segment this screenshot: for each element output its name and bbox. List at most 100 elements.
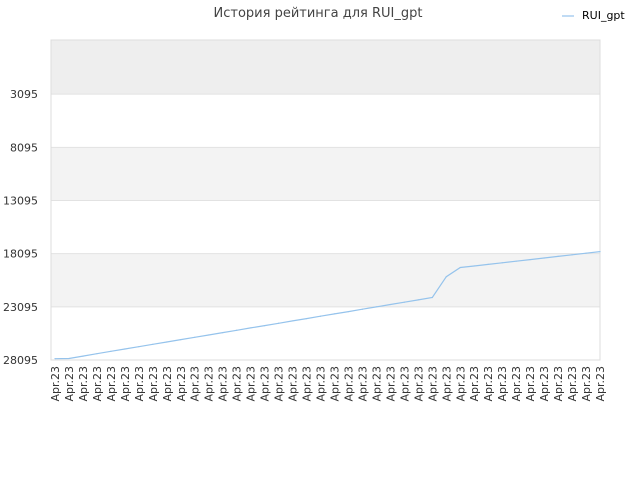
x-tick-label: Apr.23 [594, 366, 607, 402]
data-point [501, 262, 503, 264]
x-tick-label: Apr.23 [356, 366, 369, 402]
data-point [445, 276, 447, 278]
data-point [194, 336, 196, 338]
data-point [361, 308, 364, 310]
data-point [54, 358, 56, 360]
data-point [277, 322, 280, 324]
data-point [585, 252, 587, 254]
data-point [96, 353, 98, 355]
x-tick-label: Apr.23 [384, 366, 397, 402]
data-point [152, 343, 154, 345]
x-tick-label: Apr.23 [482, 366, 495, 402]
data-point [236, 329, 238, 331]
x-tick-label: Apr.23 [175, 366, 188, 402]
data-point [319, 315, 322, 317]
data-point [571, 254, 573, 256]
x-tick-label: Apr.23 [566, 366, 579, 402]
x-tick-label: Apr.23 [496, 366, 509, 402]
data-point [305, 317, 308, 320]
x-tick-label: Apr.23 [63, 366, 76, 402]
x-tick-label: Apr.23 [580, 366, 593, 402]
x-tick-label: Apr.23 [370, 366, 383, 402]
legend-label: RUI_gpt [582, 9, 625, 22]
data-point [431, 296, 433, 299]
data-point [403, 301, 405, 303]
x-tick-label: Apr.23 [342, 366, 355, 402]
data-point [264, 325, 266, 327]
plot-band [51, 147, 600, 201]
x-tick-label: Apr.23 [119, 366, 132, 402]
data-point [110, 350, 112, 352]
data-point [487, 263, 489, 265]
y-tick-label: 8095 [10, 141, 38, 154]
data-point [417, 299, 419, 301]
plot-background [51, 40, 600, 360]
data-point [473, 265, 475, 267]
plot-band [51, 94, 600, 148]
x-tick-label: Apr.23 [301, 366, 314, 402]
x-tick-label: Apr.23 [440, 366, 453, 402]
data-point [180, 339, 182, 341]
x-tick-label: Apr.23 [203, 366, 216, 402]
x-tick-label: Apr.23 [524, 366, 537, 402]
data-point [222, 332, 224, 334]
x-tick-label: Apr.23 [189, 366, 202, 402]
x-tick-label: Apr.23 [161, 366, 174, 402]
x-axis: Apr.23 Apr.23 Apr.23 Apr.23 Apr.23 Apr.23 Apr.… [49, 366, 607, 402]
data-point [529, 258, 531, 261]
data-point [208, 334, 210, 336]
x-tick-label: Apr.23 [147, 366, 160, 402]
plot-band [51, 200, 600, 254]
x-tick-label: Apr.23 [133, 366, 146, 402]
y-tick-label: 3095 [10, 88, 38, 101]
data-point [166, 341, 168, 343]
data-point [68, 357, 70, 360]
y-tick-label: 13095 [3, 195, 38, 208]
x-tick-label: Apr.23 [328, 366, 341, 402]
chart-title: История рейтинга для RUI_gpt [214, 6, 423, 21]
data-point [82, 355, 84, 357]
x-tick-label: Apr.23 [217, 366, 230, 402]
data-point [459, 266, 461, 269]
data-point [124, 348, 126, 350]
data-point [515, 260, 517, 262]
data-point [375, 306, 378, 308]
x-tick-label: Apr.23 [552, 366, 565, 402]
plot-band [51, 253, 600, 307]
x-tick-label: Apr.23 [315, 366, 328, 402]
plot-frame [50, 39, 601, 361]
data-point [599, 250, 601, 253]
data-point [333, 313, 336, 315]
plot-band [51, 40, 600, 95]
x-tick-label: Apr.23 [105, 366, 118, 402]
y-axis: 3095 8095 13095 18095 23095 28095 [3, 88, 38, 367]
x-tick-label: Apr.23 [287, 366, 300, 402]
data-point [291, 320, 294, 322]
x-tick-label: Apr.23 [49, 366, 62, 402]
data-point [389, 303, 391, 306]
x-tick-label: Apr.23 [468, 366, 481, 402]
data-point [543, 257, 545, 259]
gridlines [50, 39, 601, 361]
series-line-RUI_gpt [54, 251, 601, 360]
x-tick-label: Apr.23 [510, 366, 523, 402]
data-point [557, 255, 559, 257]
x-tick-label: Apr.23 [259, 366, 272, 402]
x-tick-label: Apr.23 [91, 366, 104, 402]
x-tick-label: Apr.23 [77, 366, 90, 402]
x-tick-label: Apr.23 [538, 366, 551, 402]
data-point [347, 310, 350, 313]
y-tick-label: 23095 [3, 301, 38, 314]
series-layer [54, 250, 601, 360]
x-tick-label: Apr.23 [398, 366, 411, 402]
legend: RUI_gpt [562, 9, 625, 22]
y-tick-label: 28095 [3, 354, 38, 367]
x-tick-label: Apr.23 [426, 366, 439, 402]
y-tick-label: 18095 [3, 248, 38, 261]
x-tick-label: Apr.23 [412, 366, 425, 402]
data-point [138, 346, 140, 348]
data-point [250, 327, 252, 329]
x-tick-label: Apr.23 [245, 366, 258, 402]
x-tick-label: Apr.23 [454, 366, 467, 402]
